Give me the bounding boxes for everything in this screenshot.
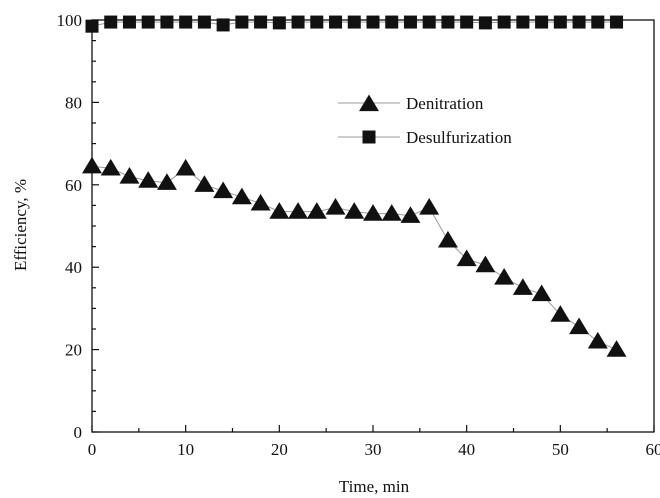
data-point-square xyxy=(160,15,174,29)
data-point-square xyxy=(85,19,99,33)
tick-labels: 0 10 20 30 40 50 60 0 20 40 60 80 100 xyxy=(57,11,660,459)
data-point-triangle xyxy=(82,156,102,174)
series-line xyxy=(91,165,617,351)
y-tick-label: 0 xyxy=(74,423,83,442)
data-point-triangle xyxy=(363,204,383,221)
x-tick-label: 20 xyxy=(271,440,288,459)
data-point-square xyxy=(553,15,567,29)
data-point-triangle xyxy=(325,197,346,215)
data-point-square xyxy=(310,15,324,29)
data-point-triangle xyxy=(231,187,252,205)
data-point-square xyxy=(122,15,136,29)
data-series xyxy=(82,15,627,357)
data-point-triangle xyxy=(119,167,140,184)
data-point-triangle xyxy=(512,278,533,295)
data-point-square xyxy=(347,15,361,29)
plot-frame xyxy=(91,19,655,433)
legend-item-desulfurization: Desulfurization xyxy=(338,128,512,147)
data-point-square xyxy=(478,16,492,30)
data-point-square xyxy=(141,15,155,29)
x-tick-label: 50 xyxy=(552,440,569,459)
data-point-triangle xyxy=(400,206,421,223)
data-point-triangle xyxy=(213,181,234,199)
plot-border xyxy=(91,19,655,433)
data-point-square xyxy=(422,15,436,29)
data-point-square xyxy=(272,16,286,30)
x-tick-label: 60 xyxy=(646,440,660,459)
data-point-triangle xyxy=(419,197,440,215)
data-point-square xyxy=(460,15,474,29)
data-point-square xyxy=(497,15,511,29)
data-point-triangle xyxy=(156,173,177,190)
legend-label: Denitration xyxy=(406,94,484,113)
data-point-triangle xyxy=(606,340,627,357)
legend-marker-square xyxy=(362,130,376,144)
data-point-triangle xyxy=(587,331,608,349)
data-point-triangle xyxy=(456,249,477,267)
data-point-square xyxy=(235,15,249,29)
y-tick-label: 80 xyxy=(65,93,82,112)
data-point-triangle xyxy=(306,202,327,219)
data-point-square xyxy=(403,15,417,29)
legend-label: Desulfurization xyxy=(406,128,512,147)
data-point-triangle xyxy=(344,202,365,219)
data-point-triangle xyxy=(138,171,159,188)
data-point-square xyxy=(610,15,624,29)
data-point-triangle xyxy=(531,284,552,302)
data-point-square xyxy=(216,18,230,32)
y-tick-label: 40 xyxy=(65,258,82,277)
data-point-square xyxy=(535,15,549,29)
y-tick-label: 60 xyxy=(65,176,82,195)
y-axis-title: Efficiency, % xyxy=(11,179,30,271)
data-point-square xyxy=(291,15,305,29)
data-point-square xyxy=(104,15,118,29)
data-point-triangle xyxy=(569,317,590,335)
data-point-square xyxy=(366,15,380,29)
x-tick-label: 30 xyxy=(365,440,382,459)
data-point-triangle xyxy=(269,202,290,219)
legend-marker-triangle xyxy=(359,94,379,112)
data-point-square xyxy=(516,15,530,29)
data-point-triangle xyxy=(100,158,121,176)
x-tick-label: 40 xyxy=(458,440,475,459)
legend-item-denitration: Denitration xyxy=(338,94,484,113)
data-point-square xyxy=(591,15,605,29)
data-point-triangle xyxy=(288,202,309,219)
legend: Denitration Desulfurization xyxy=(338,94,512,147)
series-desulfurization xyxy=(85,15,624,33)
axis-ticks xyxy=(91,19,655,433)
x-tick-label: 10 xyxy=(177,440,194,459)
data-point-triangle xyxy=(250,193,271,211)
data-point-square xyxy=(385,15,399,29)
data-point-square xyxy=(179,15,193,29)
data-point-triangle xyxy=(194,175,215,192)
data-point-square xyxy=(254,15,268,29)
x-axis-title: Time, min xyxy=(339,477,410,496)
data-point-triangle xyxy=(550,305,571,322)
series-denitration xyxy=(82,156,627,357)
data-point-triangle xyxy=(381,204,402,221)
y-tick-label: 100 xyxy=(57,11,83,30)
data-point-square xyxy=(197,15,211,29)
data-point-square xyxy=(441,15,455,29)
data-point-square xyxy=(572,15,586,29)
data-point-triangle xyxy=(437,230,458,248)
x-tick-label: 0 xyxy=(88,440,97,459)
data-point-triangle xyxy=(175,158,196,176)
data-point-triangle xyxy=(494,268,515,285)
data-point-square xyxy=(329,15,343,29)
data-point-triangle xyxy=(475,255,496,273)
y-tick-label: 20 xyxy=(65,341,82,360)
